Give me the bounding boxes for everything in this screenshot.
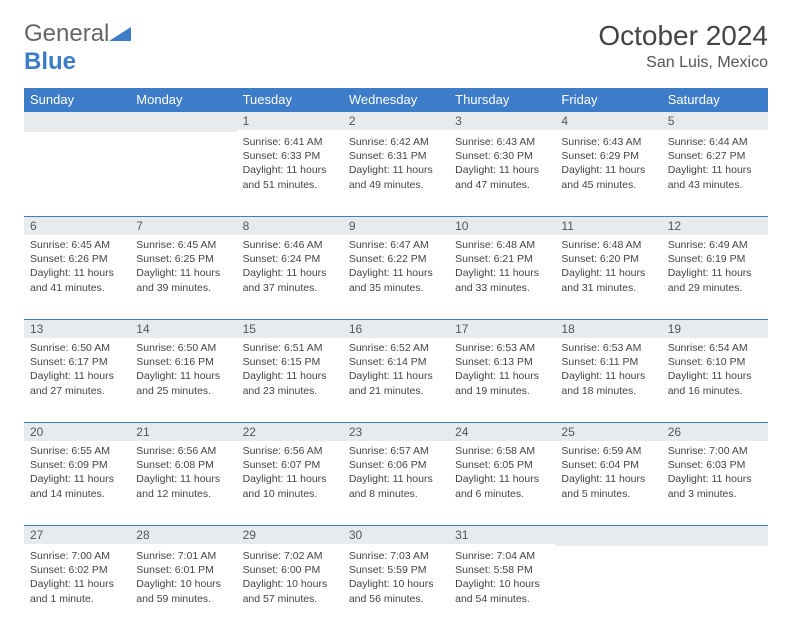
day-content: Sunrise: 6:42 AMSunset: 6:31 PMDaylight:… [343,132,449,198]
day-number: 20 [24,422,130,441]
day-content: Sunrise: 6:43 AMSunset: 6:30 PMDaylight:… [449,132,555,198]
day-number [555,525,661,546]
day-number: 5 [662,111,768,130]
day-content: Sunrise: 6:58 AMSunset: 6:05 PMDaylight:… [449,441,555,507]
day-number: 24 [449,422,555,441]
day-content: Sunrise: 6:53 AMSunset: 6:11 PMDaylight:… [555,338,661,404]
day-content: Sunrise: 6:45 AMSunset: 6:25 PMDaylight:… [130,235,236,301]
day-content: Sunrise: 6:41 AMSunset: 6:33 PMDaylight:… [237,132,343,198]
day-number: 18 [555,319,661,338]
day-content: Sunrise: 6:44 AMSunset: 6:27 PMDaylight:… [662,132,768,198]
day-content: Sunrise: 6:48 AMSunset: 6:21 PMDaylight:… [449,235,555,301]
day-content: Sunrise: 6:51 AMSunset: 6:15 PMDaylight:… [237,338,343,404]
location: San Luis, Mexico [598,54,768,72]
weekday-header: Thursday [449,88,555,111]
day-number: 31 [449,525,555,544]
day-content [662,546,768,605]
logo: General Blue [24,20,131,76]
day-number: 28 [130,525,236,544]
day-content: Sunrise: 6:48 AMSunset: 6:20 PMDaylight:… [555,235,661,301]
day-number: 30 [343,525,449,544]
day-number: 8 [237,216,343,235]
day-content [24,132,130,191]
calendar-table: SundayMondayTuesdayWednesdayThursdayFrid… [24,88,768,630]
day-number: 17 [449,319,555,338]
weekday-header: Saturday [662,88,768,111]
logo-text: General Blue [24,20,131,76]
day-content: Sunrise: 6:43 AMSunset: 6:29 PMDaylight:… [555,132,661,198]
weekday-header: Wednesday [343,88,449,111]
day-content: Sunrise: 6:52 AMSunset: 6:14 PMDaylight:… [343,338,449,404]
day-number: 12 [662,216,768,235]
weekday-header: Monday [130,88,236,111]
triangle-icon [109,20,131,48]
day-content: Sunrise: 6:56 AMSunset: 6:07 PMDaylight:… [237,441,343,507]
day-content: Sunrise: 6:49 AMSunset: 6:19 PMDaylight:… [662,235,768,301]
day-number: 10 [449,216,555,235]
day-content: Sunrise: 6:55 AMSunset: 6:09 PMDaylight:… [24,441,130,507]
day-number: 15 [237,319,343,338]
day-content: Sunrise: 6:59 AMSunset: 6:04 PMDaylight:… [555,441,661,507]
day-number: 16 [343,319,449,338]
title-block: October 2024 San Luis, Mexico [598,20,768,72]
day-content: Sunrise: 6:50 AMSunset: 6:17 PMDaylight:… [24,338,130,404]
day-content: Sunrise: 6:53 AMSunset: 6:13 PMDaylight:… [449,338,555,404]
day-content: Sunrise: 6:45 AMSunset: 6:26 PMDaylight:… [24,235,130,301]
weekday-header: Sunday [24,88,130,111]
day-number [24,111,130,132]
day-content [130,132,236,191]
day-number: 29 [237,525,343,544]
day-content: Sunrise: 7:00 AMSunset: 6:03 PMDaylight:… [662,441,768,507]
day-number: 25 [555,422,661,441]
day-content [555,546,661,605]
calendar-header: SundayMondayTuesdayWednesdayThursdayFrid… [24,88,768,111]
day-content: Sunrise: 6:56 AMSunset: 6:08 PMDaylight:… [130,441,236,507]
day-number [662,525,768,546]
page-title: October 2024 [598,20,768,52]
day-number: 7 [130,216,236,235]
day-number: 27 [24,525,130,544]
weekday-header: Friday [555,88,661,111]
day-number: 1 [237,111,343,130]
day-content: Sunrise: 6:57 AMSunset: 6:06 PMDaylight:… [343,441,449,507]
logo-part1: General [24,20,109,47]
day-number: 19 [662,319,768,338]
day-content: Sunrise: 6:54 AMSunset: 6:10 PMDaylight:… [662,338,768,404]
day-number: 14 [130,319,236,338]
day-number: 13 [24,319,130,338]
day-content: Sunrise: 7:01 AMSunset: 6:01 PMDaylight:… [130,546,236,612]
day-number: 4 [555,111,661,130]
day-number: 11 [555,216,661,235]
logo-part2: Blue [24,48,76,75]
day-content: Sunrise: 7:00 AMSunset: 6:02 PMDaylight:… [24,546,130,612]
day-content: Sunrise: 6:50 AMSunset: 6:16 PMDaylight:… [130,338,236,404]
day-number [130,111,236,132]
day-number: 2 [343,111,449,130]
day-content: Sunrise: 6:47 AMSunset: 6:22 PMDaylight:… [343,235,449,301]
day-content: Sunrise: 7:04 AMSunset: 5:58 PMDaylight:… [449,546,555,612]
day-number: 26 [662,422,768,441]
day-content: Sunrise: 6:46 AMSunset: 6:24 PMDaylight:… [237,235,343,301]
day-number: 6 [24,216,130,235]
day-number: 21 [130,422,236,441]
day-number: 3 [449,111,555,130]
day-number: 22 [237,422,343,441]
day-number: 9 [343,216,449,235]
weekday-header: Tuesday [237,88,343,111]
day-number: 23 [343,422,449,441]
day-content: Sunrise: 7:03 AMSunset: 5:59 PMDaylight:… [343,546,449,612]
header: General Blue October 2024 San Luis, Mexi… [24,20,768,76]
day-content: Sunrise: 7:02 AMSunset: 6:00 PMDaylight:… [237,546,343,612]
